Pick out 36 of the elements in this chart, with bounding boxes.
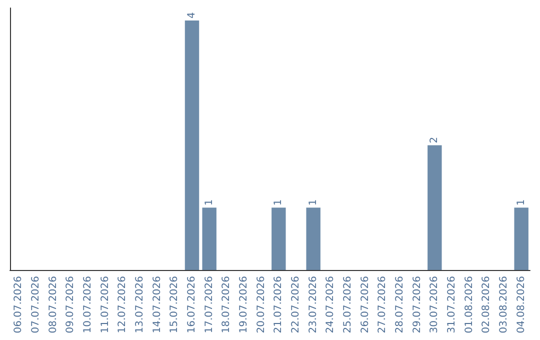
x-tick-label: 09.07.2026 bbox=[65, 276, 76, 334]
x-tick-label: 24.07.2026 bbox=[325, 276, 336, 334]
data-label: 1 bbox=[204, 199, 215, 206]
x-tick-label: 06.07.2026 bbox=[13, 276, 24, 334]
x-tick-label: 04.08.2026 bbox=[516, 276, 527, 334]
x-tick-label: 01.08.2026 bbox=[464, 276, 475, 334]
x-tick-label: 23.07.2026 bbox=[308, 276, 319, 334]
x-tick-label: 29.07.2026 bbox=[412, 276, 423, 334]
x-tick-label: 10.07.2026 bbox=[82, 276, 94, 334]
x-tick-label: 08.07.2026 bbox=[48, 276, 59, 334]
data-label: 4 bbox=[186, 12, 198, 18]
x-tick-label: 26.07.2026 bbox=[360, 276, 371, 334]
x-tick-label: 20.07.2026 bbox=[256, 276, 267, 334]
x-tick-label: 13.07.2026 bbox=[134, 276, 146, 334]
x-tick-label: 19.07.2026 bbox=[238, 276, 250, 334]
x-tick-label: 22.07.2026 bbox=[290, 276, 302, 334]
x-tick-label: 03.08.2026 bbox=[498, 276, 510, 334]
x-tick-label: 16.07.2026 bbox=[186, 276, 198, 334]
data-label: 1 bbox=[516, 199, 527, 206]
x-tick-label: 25.07.2026 bbox=[342, 276, 354, 334]
x-tick-label: 21.07.2026 bbox=[273, 276, 284, 334]
x-tick-label: 31.07.2026 bbox=[446, 276, 458, 334]
x-tick-label: 07.07.2026 bbox=[30, 276, 42, 334]
x-tick-label: 02.08.2026 bbox=[481, 276, 492, 334]
data-label: 2 bbox=[429, 136, 440, 144]
x-tick-label: 11.07.2026 bbox=[100, 276, 111, 334]
x-tick-label: 18.07.2026 bbox=[221, 276, 232, 334]
data-label: 1 bbox=[273, 199, 284, 206]
x-tick-label: 28.07.2026 bbox=[394, 276, 406, 334]
x-tick-label: 30.07.2026 bbox=[429, 276, 440, 334]
x-tick-label: 27.07.2026 bbox=[377, 276, 388, 334]
x-tick-label: 17.07.2026 bbox=[204, 276, 215, 334]
x-tick-label: 12.07.2026 bbox=[117, 276, 128, 334]
x-tick-label: 15.07.2026 bbox=[169, 276, 180, 334]
x-tick-label: 14.07.2026 bbox=[152, 276, 163, 334]
data-label: 1 bbox=[308, 199, 319, 206]
